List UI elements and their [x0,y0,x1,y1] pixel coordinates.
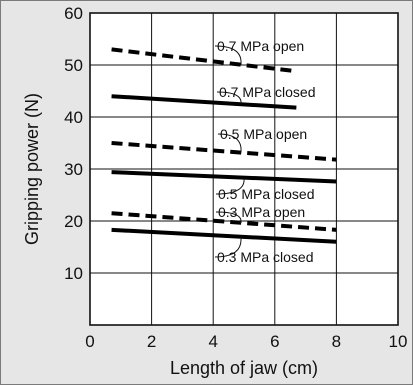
series-label: 0.7 MPa open [217,38,304,54]
y-tick-label: 30 [64,160,83,179]
series-line [111,141,337,162]
series-line [111,227,337,244]
y-axis-title: Gripping power (N) [22,93,42,245]
series-line [111,211,337,232]
x-tick-label: 0 [85,332,94,351]
y-tick-label: 40 [64,108,83,127]
x-tick-label: 6 [270,332,279,351]
label-leader-line [214,45,242,65]
y-tick-label: 60 [64,4,83,23]
label-leader-line [215,211,242,223]
series-line [111,47,297,74]
series-label: 0.7 MPa closed [219,84,316,100]
x-axis-title: Length of jaw (cm) [170,358,318,378]
x-tick-label: 10 [389,332,408,351]
label-leader-line [217,133,242,153]
series-label: 0.5 MPa closed [218,186,315,202]
label-leader-line [215,177,245,195]
tick-labels: 0 2 4 6 8 10 10 20 30 40 50 60 [64,4,407,351]
label-leader-line [214,236,242,258]
y-tick-label: 20 [64,212,83,231]
series-line [111,94,297,110]
x-tick-label: 8 [332,332,341,351]
label-leader-line [216,91,242,105]
data-series [111,47,337,244]
grid-lines [90,13,398,325]
x-tick-label: 2 [147,332,156,351]
y-tick-label: 10 [64,264,83,283]
y-tick-label: 50 [64,56,83,75]
series-label: 0.3 MPa open [218,204,305,220]
series-label: 0.3 MPa closed [217,249,314,265]
series-line [111,170,337,184]
x-tick-label: 4 [208,332,217,351]
series-label: 0.5 MPa open [220,126,307,142]
series-labels: 0.7 MPa open 0.7 MPa closed 0.5 MPa open 0.… [214,38,316,265]
